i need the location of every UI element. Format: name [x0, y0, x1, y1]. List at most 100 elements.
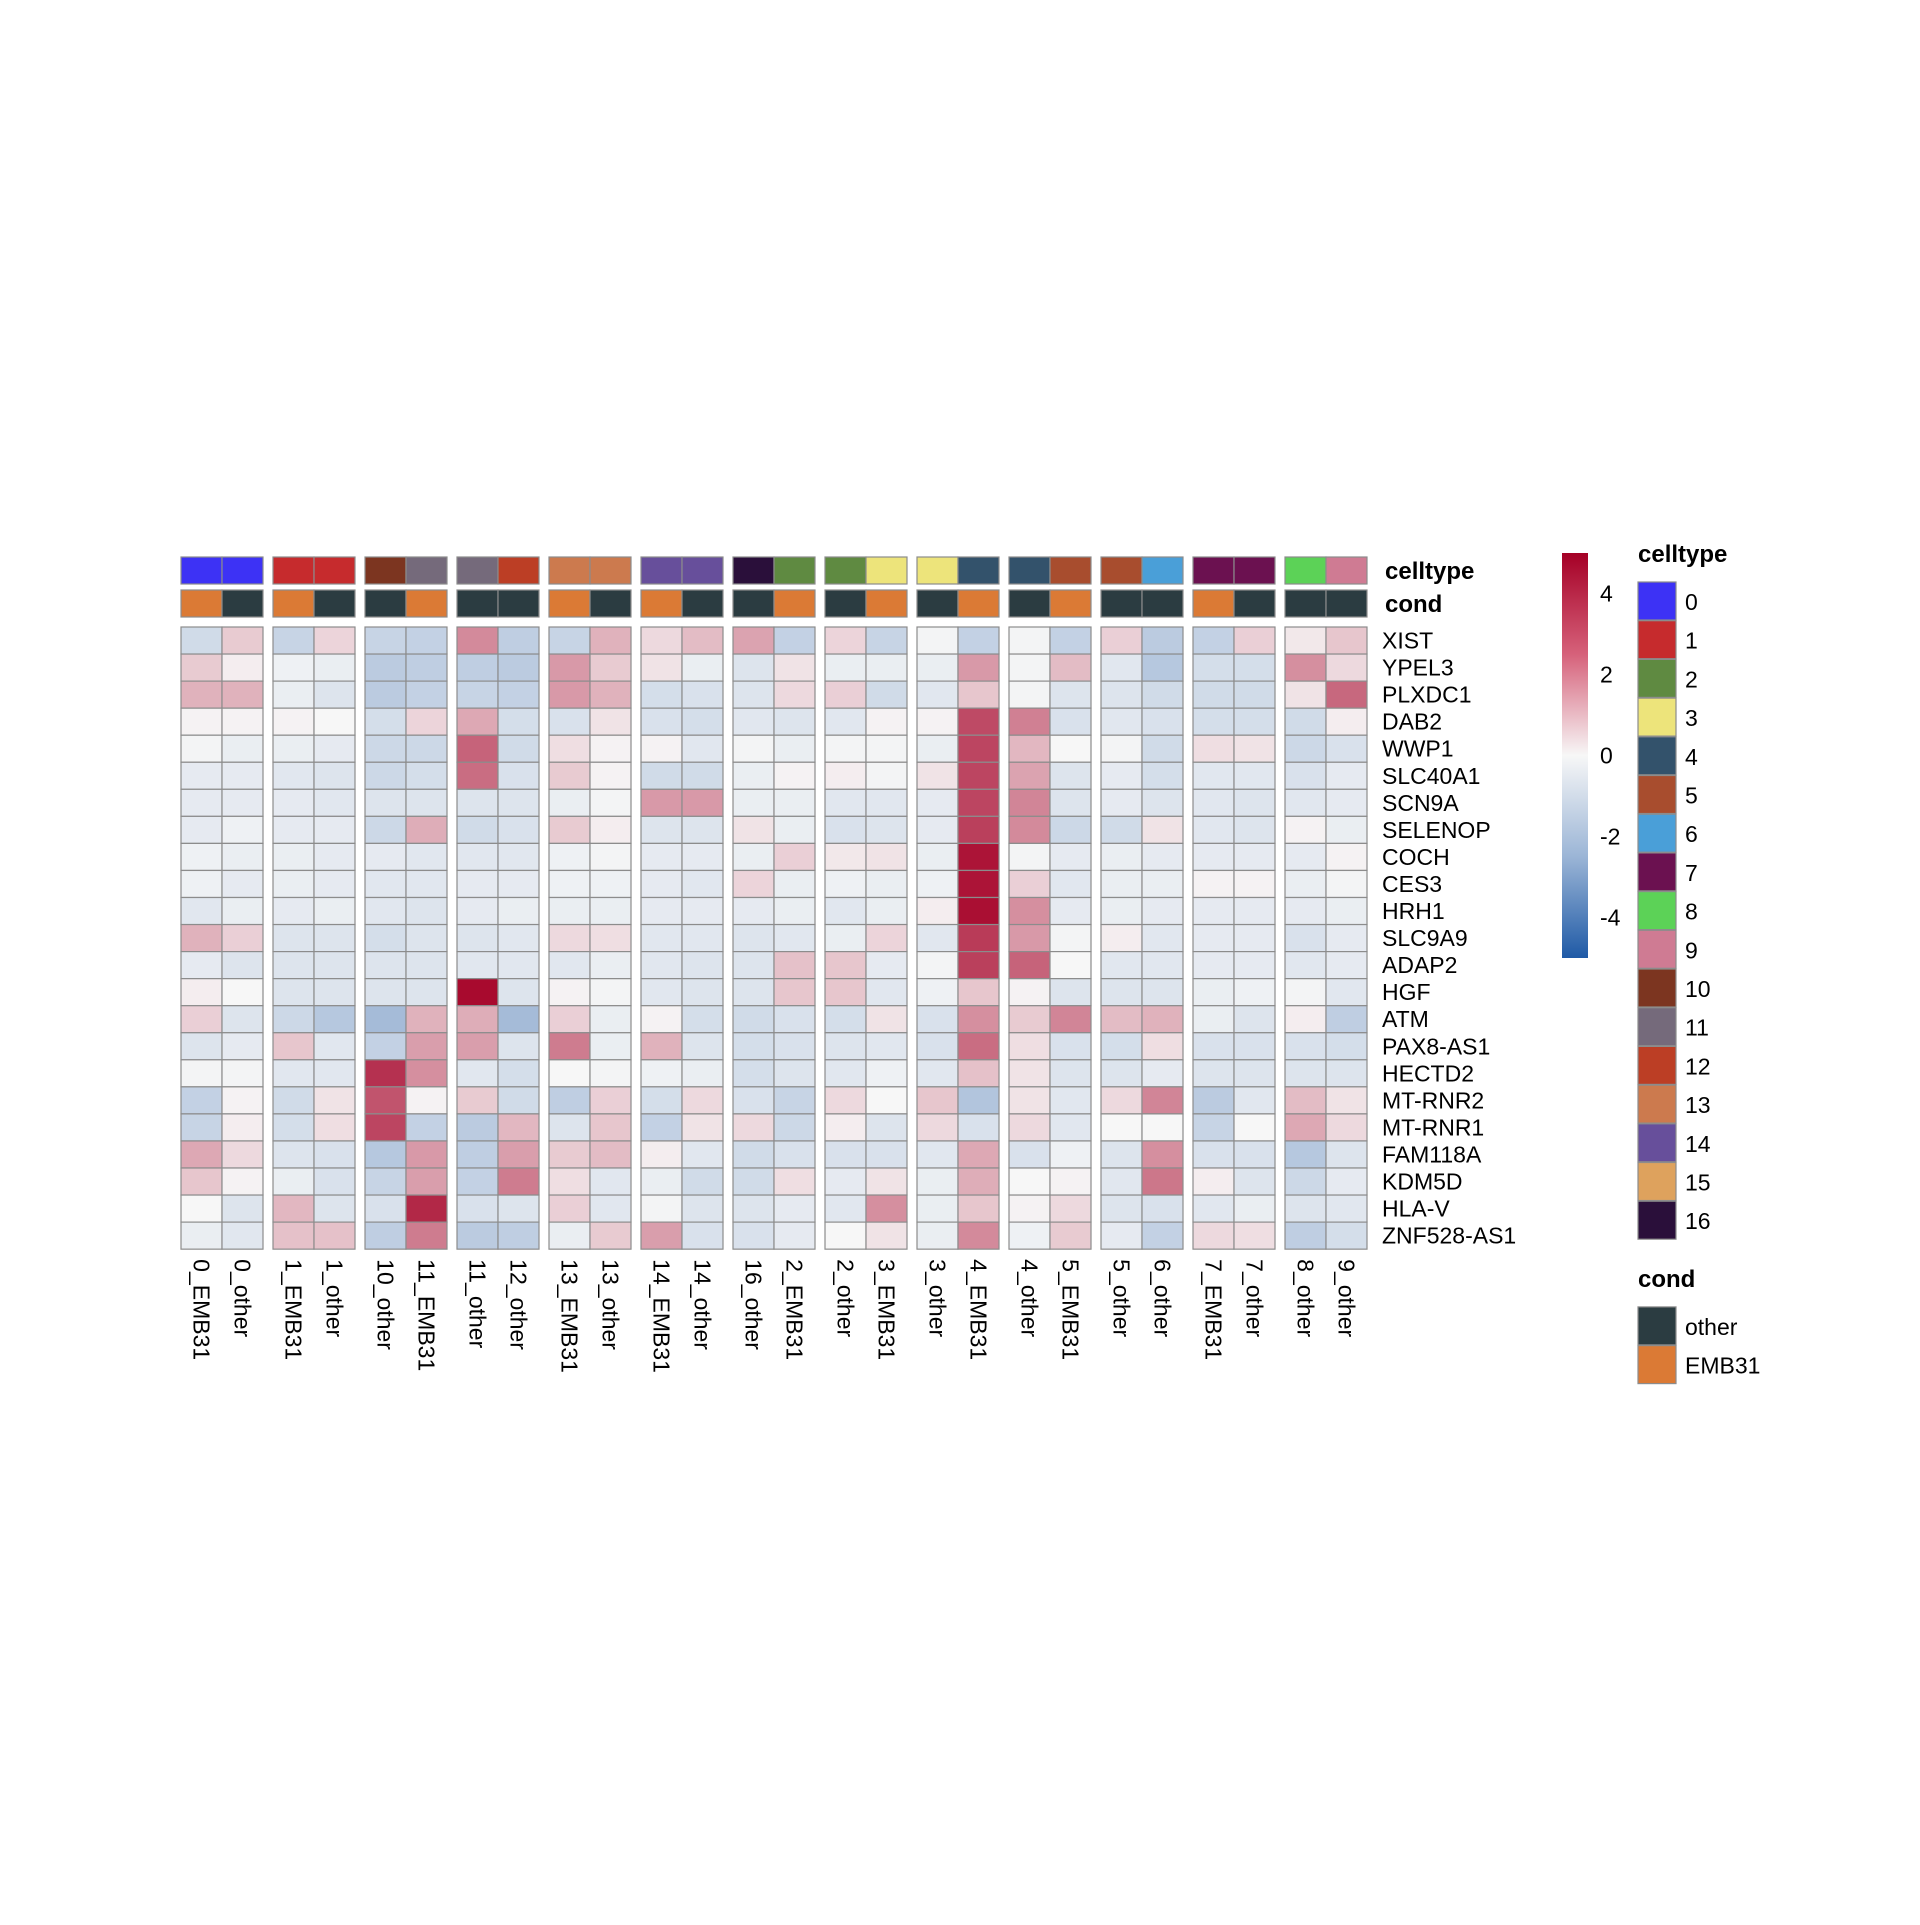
heatmap-cell [865, 869, 908, 899]
heatmap-cell [497, 978, 540, 1007]
heatmap-cell [732, 950, 775, 980]
heatmap-cell [221, 1194, 264, 1223]
heatmap-cell [1192, 869, 1235, 899]
color-scale-tick: -4 [1600, 905, 1621, 931]
column-label: 16_other [741, 1259, 767, 1350]
heatmap-cell [1233, 788, 1276, 817]
row-label: ATM [1382, 1006, 1429, 1032]
heatmap-cell [773, 680, 816, 709]
heatmap-cell [957, 842, 1000, 872]
heatmap-cell [640, 896, 683, 926]
heatmap-cell [1049, 1221, 1092, 1250]
heatmap-cell [313, 1086, 356, 1115]
heatmap-cell [1100, 1059, 1143, 1088]
heatmap-cell [916, 1059, 959, 1088]
heatmap-cell [1049, 950, 1092, 980]
heatmap-cell [732, 923, 775, 953]
heatmap-cell [824, 950, 867, 980]
legend-swatch [1637, 1161, 1677, 1202]
heatmap-cell [773, 1113, 816, 1142]
heatmap-cell [313, 734, 356, 763]
heatmap-cell [865, 1221, 908, 1250]
heatmap-cell [456, 923, 499, 953]
heatmap-cell [773, 1032, 816, 1061]
heatmap-cell [1008, 680, 1051, 709]
heatmap-cell [221, 626, 264, 655]
legend-label: other [1685, 1314, 1738, 1340]
heatmap-cell [681, 815, 724, 844]
heatmap-cell [1233, 734, 1276, 763]
cond-annotation-cell [1284, 589, 1327, 618]
heatmap-cell [732, 1167, 775, 1196]
heatmap-cell [405, 761, 448, 790]
heatmap-cell [824, 1086, 867, 1115]
heatmap-cell [456, 788, 499, 817]
celltype-annotation-cell [221, 556, 264, 585]
celltype-annotation-cell [1100, 556, 1143, 585]
heatmap-cell [364, 842, 407, 872]
heatmap-cell [957, 815, 1000, 844]
heatmap-cell [681, 1221, 724, 1250]
cond-annotation-cell [1049, 589, 1092, 618]
heatmap-cell [548, 950, 591, 980]
heatmap-cell [456, 1005, 499, 1034]
heatmap-cell [640, 950, 683, 980]
heatmap-cell [589, 1167, 632, 1196]
heatmap-cell [916, 950, 959, 980]
heatmap-cell [1008, 978, 1051, 1007]
heatmap-cell [773, 1140, 816, 1169]
legend-label: 10 [1685, 976, 1711, 1002]
heatmap-cell [1325, 842, 1368, 872]
heatmap-cell [180, 788, 223, 817]
celltype-annotation-cell [1284, 556, 1327, 585]
heatmap-cell [865, 950, 908, 980]
celltype-annotation-cell [1192, 556, 1235, 585]
celltype-annotation-cell [916, 556, 959, 585]
celltype-annotation-cell [364, 556, 407, 585]
legend-title: celltype [1638, 541, 1727, 568]
heatmap-cell [1008, 1032, 1051, 1061]
heatmap-cell [456, 761, 499, 790]
cond-annotation-cell [1325, 589, 1368, 618]
heatmap-cell [589, 950, 632, 980]
heatmap-cell [773, 707, 816, 736]
heatmap-cell [364, 1113, 407, 1142]
heatmap-cell [916, 1005, 959, 1034]
heatmap-cell [1100, 1005, 1143, 1034]
heatmap-cell [589, 923, 632, 953]
heatmap-cell [497, 950, 540, 980]
heatmap-cell [1233, 815, 1276, 844]
heatmap-cell [732, 869, 775, 899]
row-label: SLC9A9 [1382, 925, 1468, 951]
column-label: 0_other [230, 1259, 256, 1337]
heatmap-cell [1233, 1194, 1276, 1223]
heatmap-cell [732, 680, 775, 709]
column-label: 1_other [322, 1259, 348, 1337]
celltype-annotation-cell [589, 556, 632, 585]
heatmap-cell [1100, 626, 1143, 655]
heatmap-cell [364, 1221, 407, 1250]
heatmap-cell [272, 734, 315, 763]
heatmap-cell [180, 1032, 223, 1061]
heatmap-cell [456, 815, 499, 844]
heatmap-cell [1049, 923, 1092, 953]
column-label: 10_other [373, 1259, 399, 1350]
heatmap-cell [497, 923, 540, 953]
heatmap-cell [548, 1059, 591, 1088]
heatmap-cell [865, 1167, 908, 1196]
heatmap-cell [548, 761, 591, 790]
heatmap-cell [865, 1032, 908, 1061]
heatmap-cell [1325, 1221, 1368, 1250]
heatmap-cell [1141, 1032, 1184, 1061]
heatmap-cell [916, 761, 959, 790]
heatmap-cell [1192, 978, 1235, 1007]
heatmap-cell [497, 626, 540, 655]
heatmap-cell [681, 788, 724, 817]
heatmap-cell [640, 978, 683, 1007]
heatmap-cell [364, 626, 407, 655]
legend-label: 4 [1685, 744, 1698, 770]
heatmap-cell [732, 1113, 775, 1142]
heatmap-cell [773, 923, 816, 953]
heatmap-cell [221, 842, 264, 872]
